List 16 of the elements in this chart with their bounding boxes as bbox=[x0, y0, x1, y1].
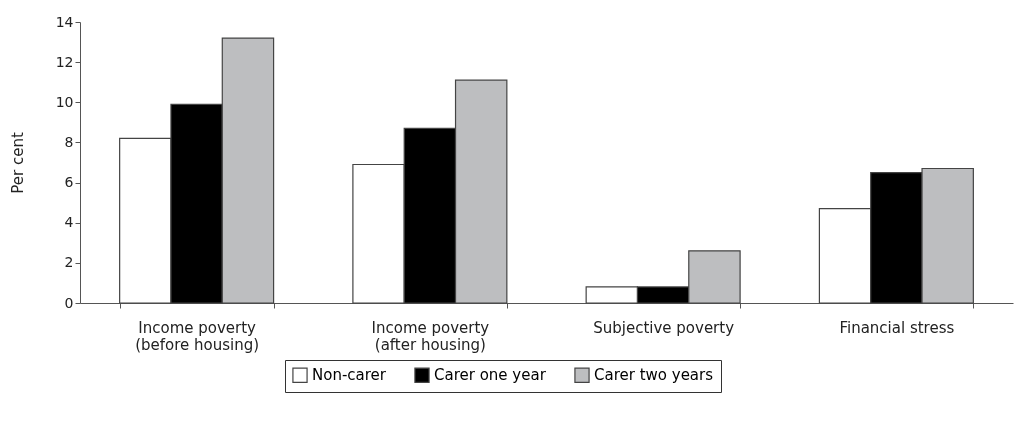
legend-label: Carer one year bbox=[434, 366, 547, 385]
y-tick-label: 14 bbox=[55, 13, 74, 30]
y-axis-title: Per cent bbox=[8, 132, 27, 194]
y-tick-label: 12 bbox=[55, 53, 74, 70]
y-tick-label: 0 bbox=[64, 294, 74, 311]
x-tick-label: Financial stress bbox=[839, 318, 955, 337]
x-tick-label: Subjective poverty bbox=[593, 318, 735, 337]
y-tick-label: 6 bbox=[64, 174, 74, 191]
legend-label: Carer two years bbox=[594, 366, 714, 385]
y-tick-label: 8 bbox=[64, 133, 74, 150]
x-tick-label: Income poverty (after housing) bbox=[371, 318, 490, 354]
y-tick-label: 10 bbox=[55, 93, 74, 110]
legend-label: Non-carer bbox=[312, 366, 387, 385]
x-tick-label: Income poverty (before housing) bbox=[135, 318, 260, 354]
y-tick-label: 2 bbox=[64, 254, 74, 271]
y-tick-label: 4 bbox=[64, 214, 74, 231]
